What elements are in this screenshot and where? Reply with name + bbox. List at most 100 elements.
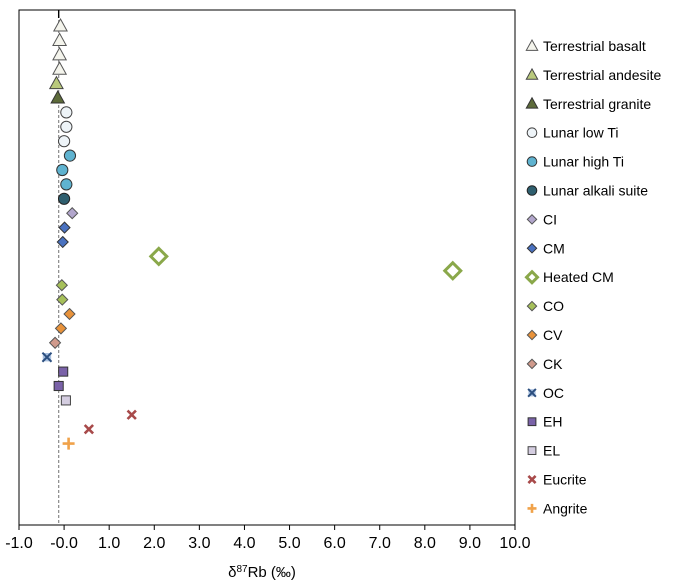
cross-marker-lines	[83, 424, 95, 435]
point-eh-2	[53, 380, 64, 392]
legend-item-ci: CI	[526, 211, 557, 227]
x-axis-title: δ87Rb (‰)	[228, 564, 296, 582]
point-lunar-alkali-suite-1	[57, 192, 71, 205]
legend-marker-eh	[527, 417, 537, 427]
point-ck-1	[48, 336, 62, 349]
legend-item-el: EL	[527, 443, 560, 459]
diamond-marker	[54, 322, 68, 335]
legend-item-cv: CV	[526, 327, 563, 343]
point-terrestrial-granite-1	[50, 89, 66, 104]
legend-label-heated-cm: Heated CM	[543, 269, 614, 285]
x-tick-label-10: 9.0	[459, 535, 481, 552]
diamond-marker	[58, 221, 71, 234]
legend-label-el: EL	[543, 443, 560, 459]
legend-marker-heated-cm	[524, 269, 540, 285]
point-el-1	[60, 395, 71, 406]
open-diamond-marker	[148, 246, 169, 267]
point-co-1	[55, 279, 69, 292]
diamond-marker	[56, 235, 69, 249]
point-lunar-high-ti-1	[63, 149, 77, 162]
x-tick-label-5: 4.0	[233, 535, 255, 552]
circle-marker	[56, 163, 69, 177]
x-tick-label-8: 7.0	[369, 535, 391, 552]
legend-label-eucrite: Eucrite	[543, 472, 587, 488]
point-heated-cm-2	[442, 260, 463, 281]
point-terrestrial-basalt-3	[52, 46, 68, 61]
square-marker	[53, 380, 64, 392]
diamond-marker	[66, 207, 79, 220]
point-lunar-high-ti-2	[56, 163, 69, 177]
legend-label-cv: CV	[543, 327, 563, 343]
legend-marker-el	[527, 446, 537, 456]
x-tick-label-0: -1.0	[5, 535, 33, 552]
point-ci-1	[66, 207, 79, 220]
circle-marker	[60, 178, 73, 191]
x-tick-label-2: 1.0	[98, 535, 120, 552]
legend-marker-lunar-low-ti	[526, 127, 538, 138]
point-lunar-high-ti-3	[60, 178, 73, 191]
legend-label-cm: CM	[543, 240, 565, 256]
legend-item-terrestrial-andesite: Terrestrial andesite	[525, 67, 661, 83]
legend-marker-angrite	[527, 503, 537, 513]
plot-area	[18, 9, 516, 526]
triangle-marker	[525, 96, 539, 109]
x-tick-label-3: 2.0	[143, 535, 165, 552]
legend-marker-terrestrial-andesite	[525, 67, 539, 80]
diamond-marker	[526, 358, 538, 370]
legend-label-lunar-low-ti: Lunar low Ti	[543, 125, 618, 141]
legend-item-ck: CK	[526, 356, 563, 372]
point-angrite-1	[62, 437, 75, 450]
legend-item-lunar-alkali-suite: Lunar alkali suite	[526, 183, 648, 199]
legend-label-terrestrial-granite: Terrestrial granite	[543, 96, 651, 112]
legend-item-angrite: Angrite	[527, 500, 588, 516]
diamond-marker	[526, 214, 538, 225]
x-tick-label-1: -0.0	[50, 535, 78, 552]
x-tick-label-11: 10.0	[499, 535, 530, 552]
circle-marker	[526, 185, 538, 196]
point-eh-1	[58, 366, 69, 377]
triangle-marker	[48, 75, 64, 90]
legend-label-ck: CK	[543, 356, 563, 372]
point-eucrite-2	[83, 424, 95, 435]
diamond-marker	[56, 293, 69, 306]
legend-item-cm: CM	[526, 240, 565, 256]
diamond-marker	[526, 300, 538, 312]
diamond-marker	[48, 336, 62, 349]
circle-marker	[60, 120, 73, 133]
legend-label-co: CO	[543, 298, 564, 314]
legend-label-angrite: Angrite	[543, 500, 588, 516]
legend-marker-ck	[526, 358, 538, 370]
open-diamond-marker	[442, 260, 463, 281]
cross-marker-lines	[126, 409, 137, 420]
legend-label-oc: OC	[543, 385, 564, 401]
legend-item-eucrite: Eucrite	[527, 472, 587, 488]
x-marker-lines	[41, 351, 53, 363]
triangle-marker	[525, 67, 539, 80]
legend-marker-ci	[526, 214, 538, 225]
x-axis-title-symbol: δ	[228, 564, 236, 581]
legend-marker-lunar-alkali-suite	[526, 185, 538, 196]
legend-marker-oc	[527, 388, 537, 398]
open-diamond-marker	[524, 269, 540, 285]
x-tick-label-9: 8.0	[414, 535, 436, 552]
triangle-marker	[525, 38, 539, 51]
triangle-marker	[52, 61, 68, 75]
x-tick-label-7: 6.0	[324, 535, 346, 552]
x-marker-lines	[527, 388, 537, 398]
circle-marker	[57, 192, 71, 205]
legend-item-oc: OC	[527, 385, 564, 401]
triangle-marker	[52, 46, 68, 61]
legend: Terrestrial basalt Terrestrial andesite Te…	[524, 38, 661, 516]
legend-marker-cm	[526, 242, 538, 254]
legend-item-lunar-high-ti: Lunar high Ti	[526, 154, 624, 170]
point-terrestrial-basalt-1	[52, 17, 68, 32]
point-cv-1	[63, 307, 76, 321]
triangle-marker	[52, 32, 68, 46]
circle-marker	[57, 135, 71, 148]
point-terrestrial-basalt-4	[52, 61, 68, 75]
legend-label-eh: EH	[543, 414, 562, 430]
legend-marker-lunar-high-ti	[526, 156, 538, 167]
diamond-marker	[526, 329, 538, 341]
legend-marker-cv	[526, 329, 538, 341]
circle-marker	[60, 106, 73, 119]
